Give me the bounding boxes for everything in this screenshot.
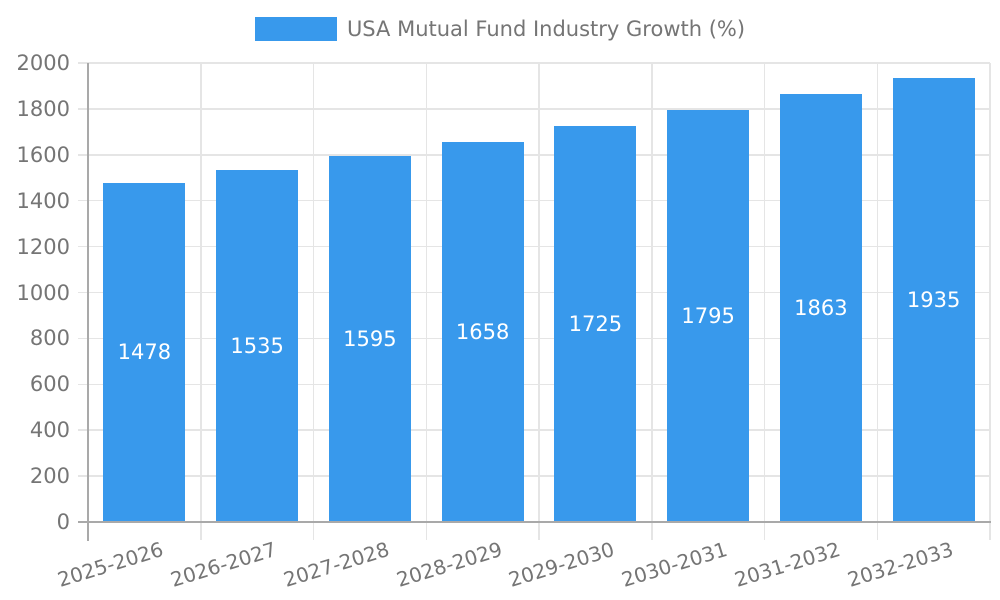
y-tick-label: 400 — [29, 418, 70, 443]
gridline-x — [989, 63, 991, 540]
bar-value-label: 1478 — [117, 340, 172, 365]
bar-value-label: 1658 — [455, 319, 510, 344]
bar-2026-2027[interactable]: 1535 — [216, 169, 299, 522]
gridline-y-200 — [78, 475, 990, 477]
x-axis-line — [78, 521, 991, 523]
gridline-y-1000 — [78, 291, 990, 294]
gridline-x — [312, 63, 315, 540]
bar-value-label: 1863 — [794, 296, 848, 321]
x-tick-label: 2027-2028 — [280, 537, 392, 592]
gridline-x — [651, 63, 653, 540]
plot-area: 1478 1535 1595 1658 1725 1795 1863 1935 — [78, 62, 991, 541]
y-tick-label: 1400 — [16, 188, 70, 213]
x-tick-label: 2026-2027 — [167, 537, 280, 592]
y-tick-label: 1000 — [16, 280, 70, 305]
bar-value-label: 1935 — [906, 287, 961, 312]
legend[interactable]: USA Mutual Fund Industry Growth (%) — [0, 17, 1000, 41]
bar-2029-2030[interactable]: 1725 — [554, 126, 637, 522]
y-axis-line — [87, 63, 89, 541]
x-tick-label: 2031-2032 — [731, 537, 843, 592]
bar-2032-2033[interactable]: 1935 — [892, 77, 975, 522]
bar-2031-2032[interactable]: 1863 — [779, 94, 862, 522]
gridline-x — [876, 63, 878, 540]
gridline-x — [200, 63, 202, 540]
gridline-y-1800 — [78, 108, 990, 110]
legend-label[interactable]: USA Mutual Fund Industry Growth (%) — [346, 17, 746, 41]
y-tick-label: 2000 — [16, 51, 70, 75]
gridline-y-400 — [78, 429, 990, 431]
bar-value-label: 1595 — [343, 326, 397, 351]
bar-2027-2028[interactable]: 1595 — [328, 155, 411, 522]
x-tick-label: 2028-2029 — [393, 537, 505, 592]
x-tick-label: 2032-2033 — [844, 537, 956, 592]
bar-2025-2026[interactable]: 1478 — [103, 182, 186, 522]
y-tick-label: 800 — [29, 326, 70, 351]
x-tick-label: 2025-2026 — [55, 537, 167, 592]
gridline-x — [538, 63, 540, 540]
gridline-y-1400 — [78, 199, 990, 202]
bar-2028-2029[interactable]: 1658 — [441, 141, 524, 522]
bar-value-label: 1725 — [568, 312, 623, 337]
gridline-x — [763, 63, 766, 540]
x-tick-label: 2030-2031 — [618, 537, 731, 592]
y-tick-label: 1800 — [16, 96, 70, 121]
y-tick-label: 200 — [29, 464, 70, 489]
gridline-y-600 — [78, 383, 990, 386]
gridline-y-2000 — [78, 62, 990, 64]
bar-value-label: 1535 — [230, 333, 284, 358]
gridline-y-800 — [78, 337, 990, 340]
x-tick-label: 2029-2030 — [506, 537, 618, 592]
bar-value-label: 1795 — [681, 304, 735, 329]
y-tick-label: 1600 — [16, 142, 70, 167]
y-tick-label: 1200 — [16, 234, 70, 259]
gridline-x — [425, 63, 427, 540]
y-tick-label: 0 — [56, 510, 70, 534]
y-tick-label: 600 — [29, 372, 70, 397]
gridline-y-1600 — [78, 154, 990, 156]
bar-2030-2031[interactable]: 1795 — [667, 110, 750, 522]
gridline-y-1200 — [78, 245, 990, 248]
legend-swatch[interactable] — [254, 17, 337, 41]
